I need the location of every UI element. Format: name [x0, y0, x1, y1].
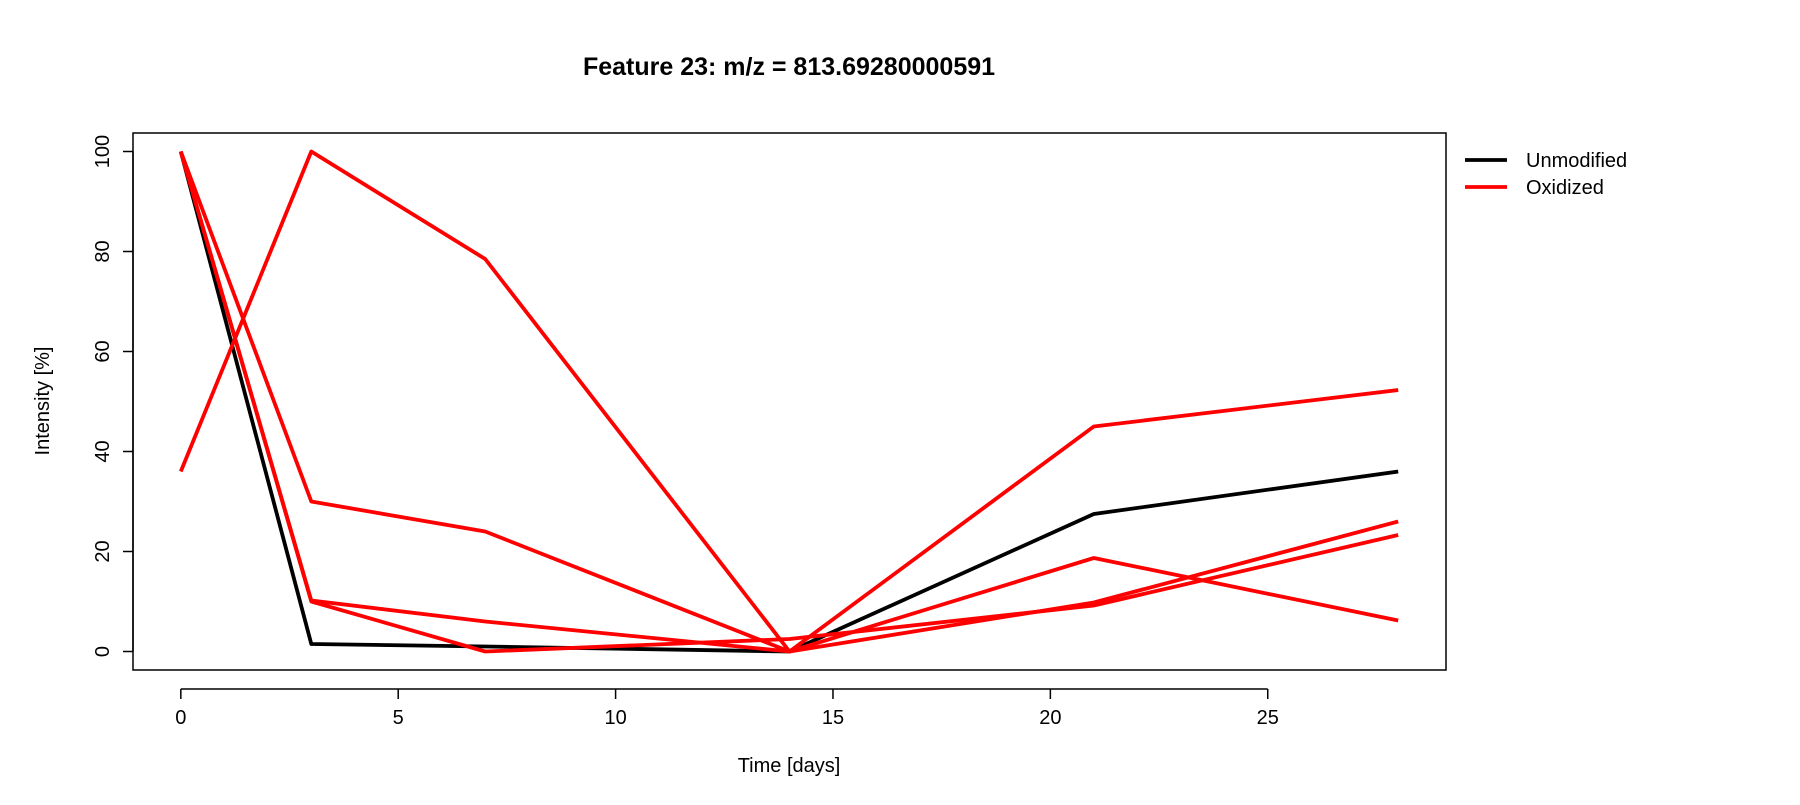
- y-axis-label: Intensity [%]: [32, 347, 54, 456]
- x-axis-label: Time [days]: [738, 755, 841, 777]
- y-tick-label: 80: [92, 240, 114, 262]
- x-axis: 0 5 10 15 20 25: [175, 688, 1279, 729]
- y-axis: 0 20 40 60 80 100: [92, 135, 134, 657]
- x-tick-label: 10: [604, 707, 626, 729]
- legend-label-unmodified: Unmodified: [1526, 150, 1627, 172]
- y-tick-label: 0: [92, 646, 114, 657]
- chart-title: Feature 23: m/z = 813.69280000591: [583, 53, 995, 81]
- x-tick-label: 25: [1257, 707, 1279, 729]
- y-tick-label: 20: [92, 540, 114, 562]
- series-line-unmodified-1: [178, 151, 1399, 654]
- x-tick-label: 20: [1039, 707, 1061, 729]
- y-tick-label: 40: [92, 440, 114, 462]
- series-layer: [178, 149, 1399, 654]
- series-line-oxidized-2: [179, 149, 1399, 654]
- x-tick-label: 5: [393, 707, 404, 729]
- x-tick-label: 0: [175, 707, 186, 729]
- legend-label-oxidized: Oxidized: [1526, 177, 1604, 199]
- y-tick-label: 60: [92, 340, 114, 362]
- series-line-oxidized-5: [178, 150, 1399, 654]
- y-tick-label: 100: [92, 135, 114, 168]
- legend: Unmodified Oxidized: [1465, 150, 1627, 199]
- series-line-oxidized-3: [179, 150, 1399, 654]
- x-tick-label: 15: [822, 707, 844, 729]
